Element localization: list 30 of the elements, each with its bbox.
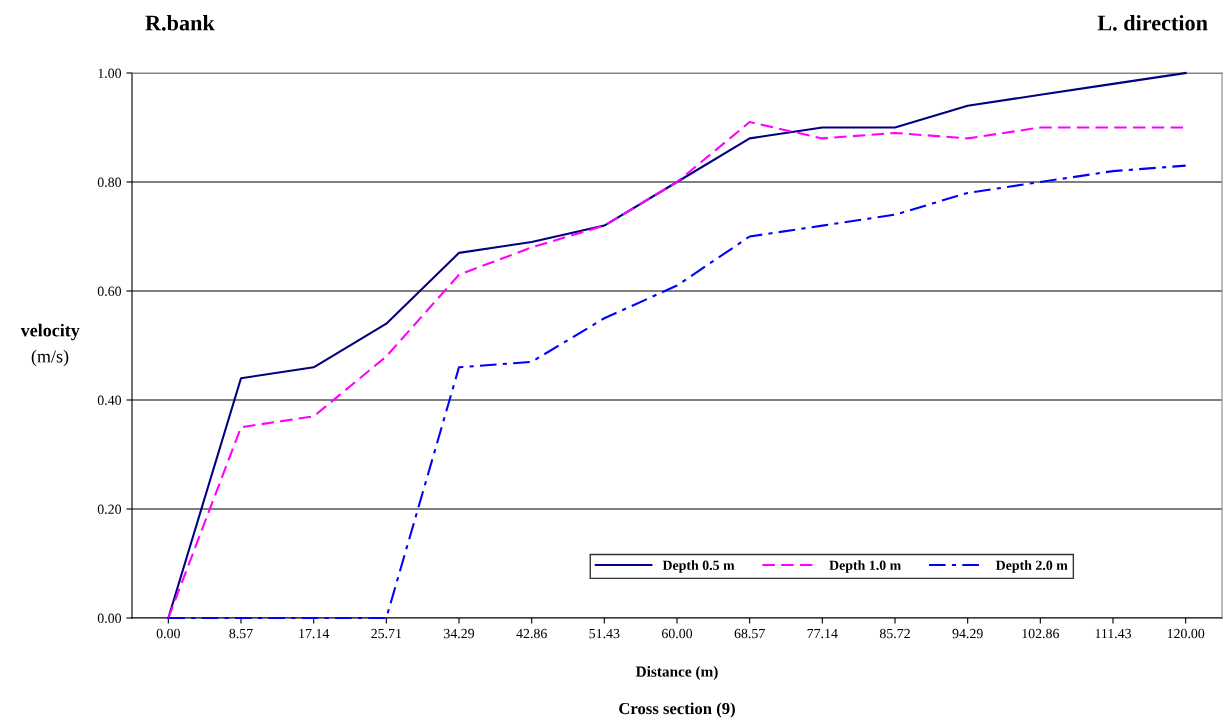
y-tick-label: 0.40	[97, 395, 122, 406]
x-tick-label: 60.00	[661, 628, 693, 639]
x-tick-label: 77.14	[807, 628, 838, 639]
text: Cross section (9)	[619, 702, 735, 718]
y-tick-label: 0.60	[97, 286, 122, 297]
x-tick-label: 94.29	[952, 628, 983, 639]
x-tick-label: 68.57	[734, 628, 765, 639]
text: L. direction	[1097, 14, 1208, 31]
x-tick-label: 17.14	[299, 628, 330, 639]
x-tick-label: 51.43	[589, 628, 620, 639]
y-tick-label: 0.20	[97, 504, 122, 515]
y-tick-label: 1.00	[98, 68, 122, 79]
x-tick-label: 120.00	[1167, 628, 1205, 639]
x-tick-label: 25.71	[371, 628, 402, 639]
y-tick-label: 0.80	[97, 177, 122, 188]
y-tick-label: 0.00	[97, 613, 122, 624]
y-axis-title: velocity	[20, 323, 80, 341]
x-tick-label: 85.72	[879, 628, 910, 639]
x-tick-label: 42.86	[516, 628, 547, 639]
x-tick-label: 111.43	[1095, 628, 1132, 639]
text: (m/s)	[31, 349, 69, 367]
x-tick-label: 8.57	[229, 628, 253, 639]
x-tick-label: 102.86	[1022, 628, 1060, 639]
x-tick-label: 34.29	[444, 628, 475, 639]
x-tick-label: 0.00	[156, 628, 180, 639]
text: R.bank	[145, 14, 215, 31]
legend-label: Depth 2.0 m	[995, 560, 1068, 573]
legend-label: Depth 1.0 m	[829, 560, 901, 573]
x-axis-title: Distance (m)	[635, 666, 718, 680]
legend-label: Depth 0.5 m	[662, 560, 735, 573]
